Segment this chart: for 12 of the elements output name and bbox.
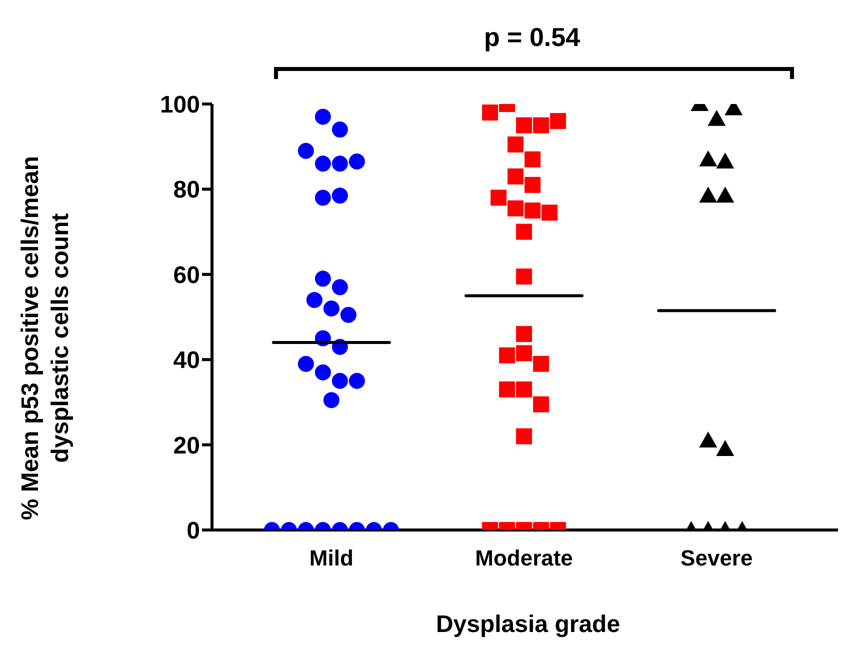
x-tick-label: Moderate (475, 546, 573, 571)
y-tick-label: 20 (173, 432, 200, 460)
x-axis-title: Dysplasia grade (436, 611, 620, 638)
x-tick-label: Mild (309, 546, 354, 571)
y-tick-label: 100 (160, 92, 200, 119)
text: p = 0.54 (484, 22, 581, 52)
x-tick-label: Severe (680, 546, 753, 571)
y-axis-title: % Mean p53 positive cells/mean dysplastic cells count (17, 156, 74, 520)
y-tick-label: 80 (173, 176, 200, 204)
y-tick-label: 40 (173, 347, 200, 374)
y-tick-label: 60 (173, 262, 200, 289)
y-tick-label: 0 (186, 518, 200, 545)
